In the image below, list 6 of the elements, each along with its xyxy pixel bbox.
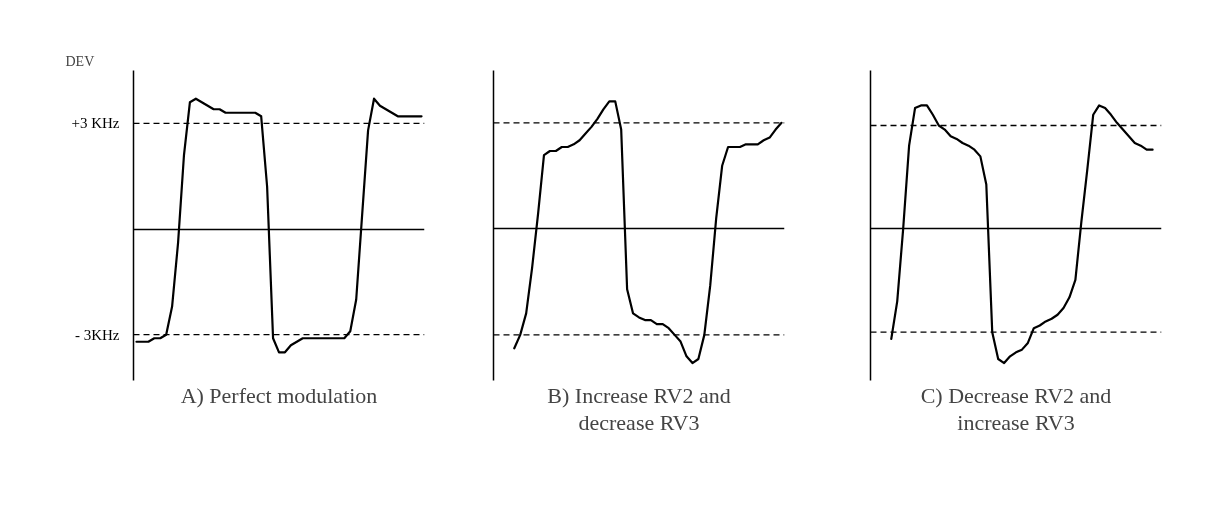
y-tick-label: +3 KHz xyxy=(71,115,120,132)
y-axis-title: DEV xyxy=(65,53,95,69)
text: C) Decrease RV2 and increase RV3 xyxy=(920,382,1112,435)
text: B) Increase RV2 and decrease RV3 xyxy=(547,382,731,435)
y-tick-label: - 3KHz xyxy=(74,326,120,343)
text: A) Perfect modulation xyxy=(180,382,378,408)
